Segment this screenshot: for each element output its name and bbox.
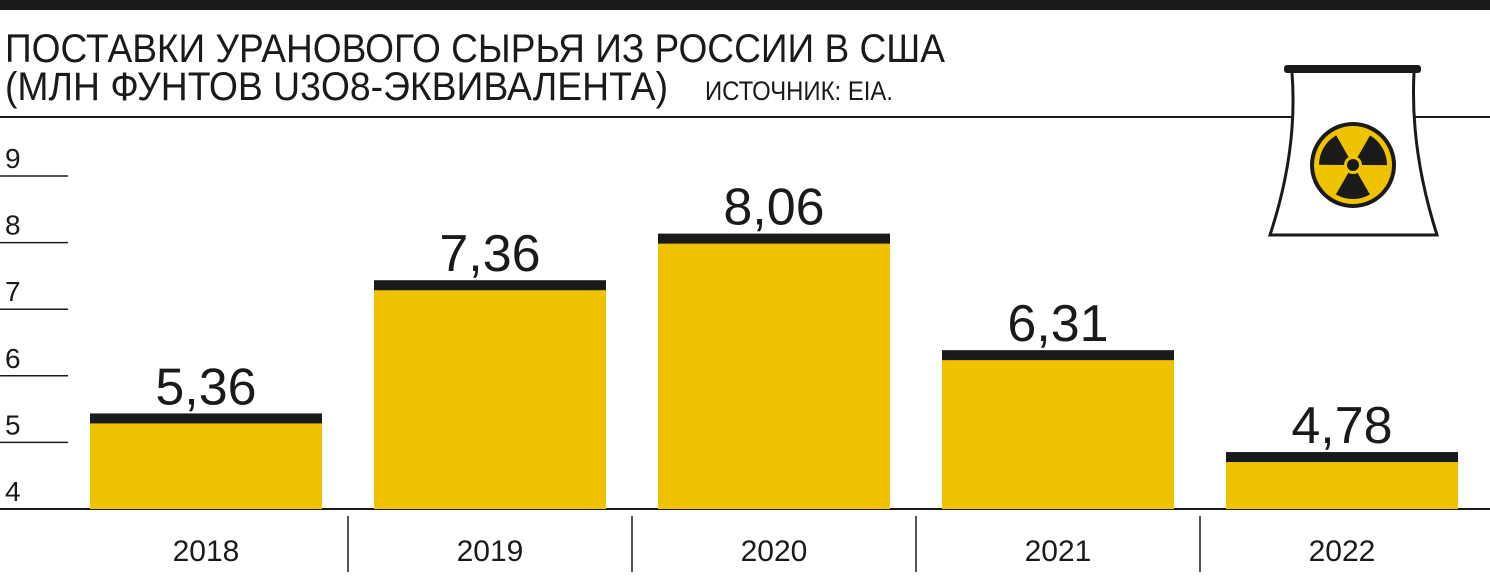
x-tick-label: 2019	[457, 535, 524, 568]
bar	[1226, 457, 1458, 509]
x-tick-label: 2021	[1025, 535, 1092, 568]
x-tick-label: 2022	[1309, 535, 1376, 568]
bar-cap	[90, 413, 322, 424]
bar-cap	[942, 350, 1174, 361]
bar	[658, 238, 890, 509]
bar-cap	[658, 233, 890, 244]
x-tick-label: 2018	[173, 535, 240, 568]
y-tick-label: 5	[5, 409, 21, 440]
y-tick-label: 9	[5, 143, 21, 174]
bar	[90, 418, 322, 509]
value-label: 5,36	[155, 358, 256, 416]
value-label: 8,06	[723, 179, 824, 237]
bar	[942, 355, 1174, 509]
chart-subtitle: (МЛН ФУНТОВ U3O8-ЭКВИВАЛЕНТА)	[5, 65, 668, 109]
y-tick-label: 7	[5, 276, 21, 307]
bar-cap	[374, 280, 606, 291]
sign-center	[1347, 159, 1359, 171]
bar-cap	[1226, 452, 1458, 463]
chart-title: ПОСТАВКИ УРАНОВОГО СЫРЬЯ ИЗ РОССИИ В США	[5, 27, 945, 71]
value-label: 7,36	[439, 225, 540, 283]
value-label: 6,31	[1007, 295, 1108, 353]
value-label: 4,78	[1291, 397, 1392, 455]
y-tick-label: 6	[5, 343, 21, 374]
trefoil	[1319, 131, 1387, 199]
y-tick-label: 8	[5, 210, 21, 241]
tower-top	[1284, 65, 1421, 73]
y-tick-label: 4	[5, 476, 21, 507]
source: ИСТОЧНИК: EIA.	[705, 76, 893, 106]
x-tick-label: 2020	[741, 535, 808, 568]
icon	[1267, 65, 1440, 237]
top-rule	[0, 0, 1490, 10]
bar	[374, 285, 606, 509]
